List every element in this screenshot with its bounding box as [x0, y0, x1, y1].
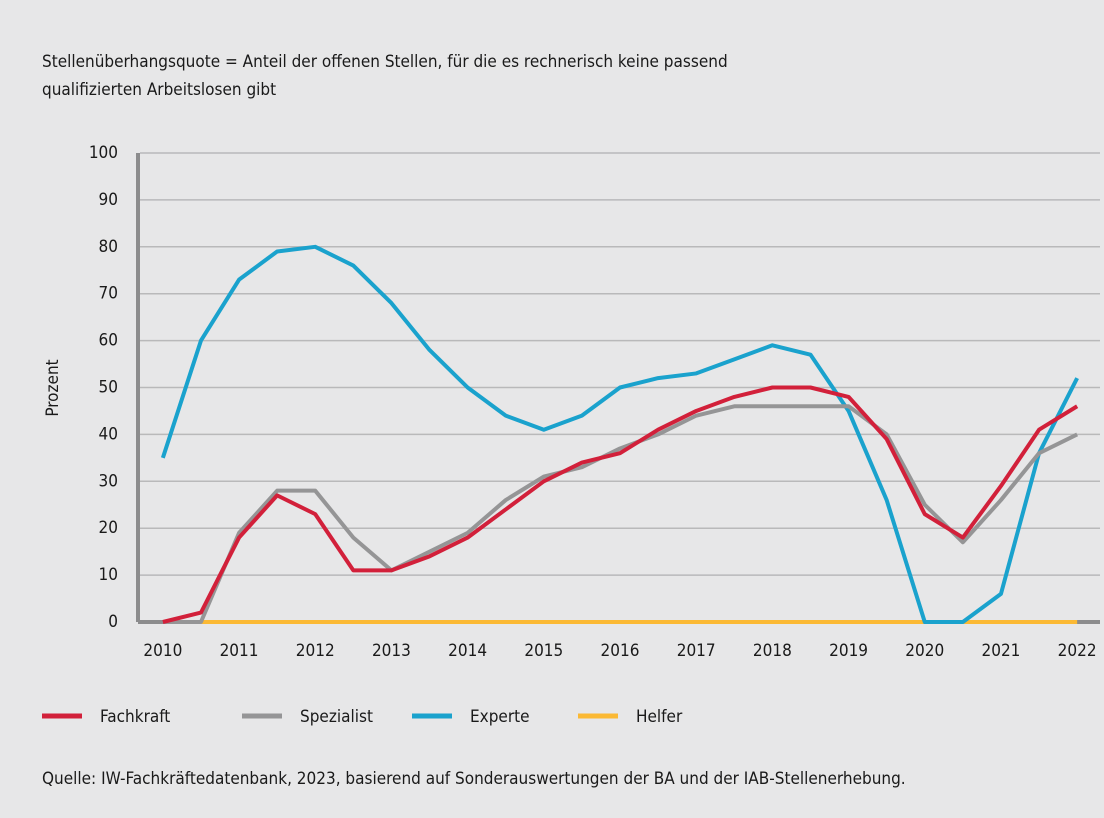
legend-label: Spezialist: [300, 707, 373, 727]
y-tick-label: 80: [99, 237, 118, 257]
y-tick-label: 20: [99, 518, 118, 538]
y-tick-label: 40: [99, 424, 118, 444]
y-tick-label: 70: [99, 284, 118, 304]
y-tick-label: 100: [89, 143, 118, 163]
y-tick-label: 10: [99, 565, 118, 585]
x-tick-label: 2021: [981, 641, 1020, 661]
y-tick-label: 90: [99, 190, 118, 210]
x-tick-label: 2019: [829, 641, 868, 661]
y-tick-label: 60: [99, 331, 118, 351]
series-line: [162, 385, 1079, 624]
y-tick-label: 50: [99, 378, 118, 398]
x-tick-label: 2016: [601, 641, 640, 661]
legend-label: Experte: [470, 707, 530, 727]
chart-title: Stellenüberhangsquote = Anteil der offen…: [42, 52, 728, 72]
x-tick-label: 2017: [677, 641, 716, 661]
legend-label: Fachkraft: [100, 707, 170, 727]
x-tick-label: 2020: [905, 641, 944, 661]
x-tick-label: 2022: [1058, 641, 1097, 661]
series-line: [160, 244, 1079, 624]
x-tick-label: 2018: [753, 641, 792, 661]
x-tick-label: 2010: [143, 641, 182, 661]
series-line: [162, 404, 1079, 624]
y-axis-label: Prozent: [43, 359, 63, 416]
x-tick-label: 2015: [524, 641, 563, 661]
source: Quelle: IW-Fachkräftedatenbank, 2023, ba…: [42, 769, 906, 789]
x-tick-label: 2011: [220, 641, 259, 661]
chart-title: qualifizierten Arbeitslosen gibt: [42, 80, 276, 100]
legend-label: Helfer: [636, 707, 683, 727]
x-tick-label: 2014: [448, 641, 487, 661]
x-tick-label: 2013: [372, 641, 411, 661]
y-tick-label: 30: [99, 471, 118, 491]
x-tick-label: 2012: [296, 641, 335, 661]
y-tick-label: 0: [108, 612, 118, 632]
